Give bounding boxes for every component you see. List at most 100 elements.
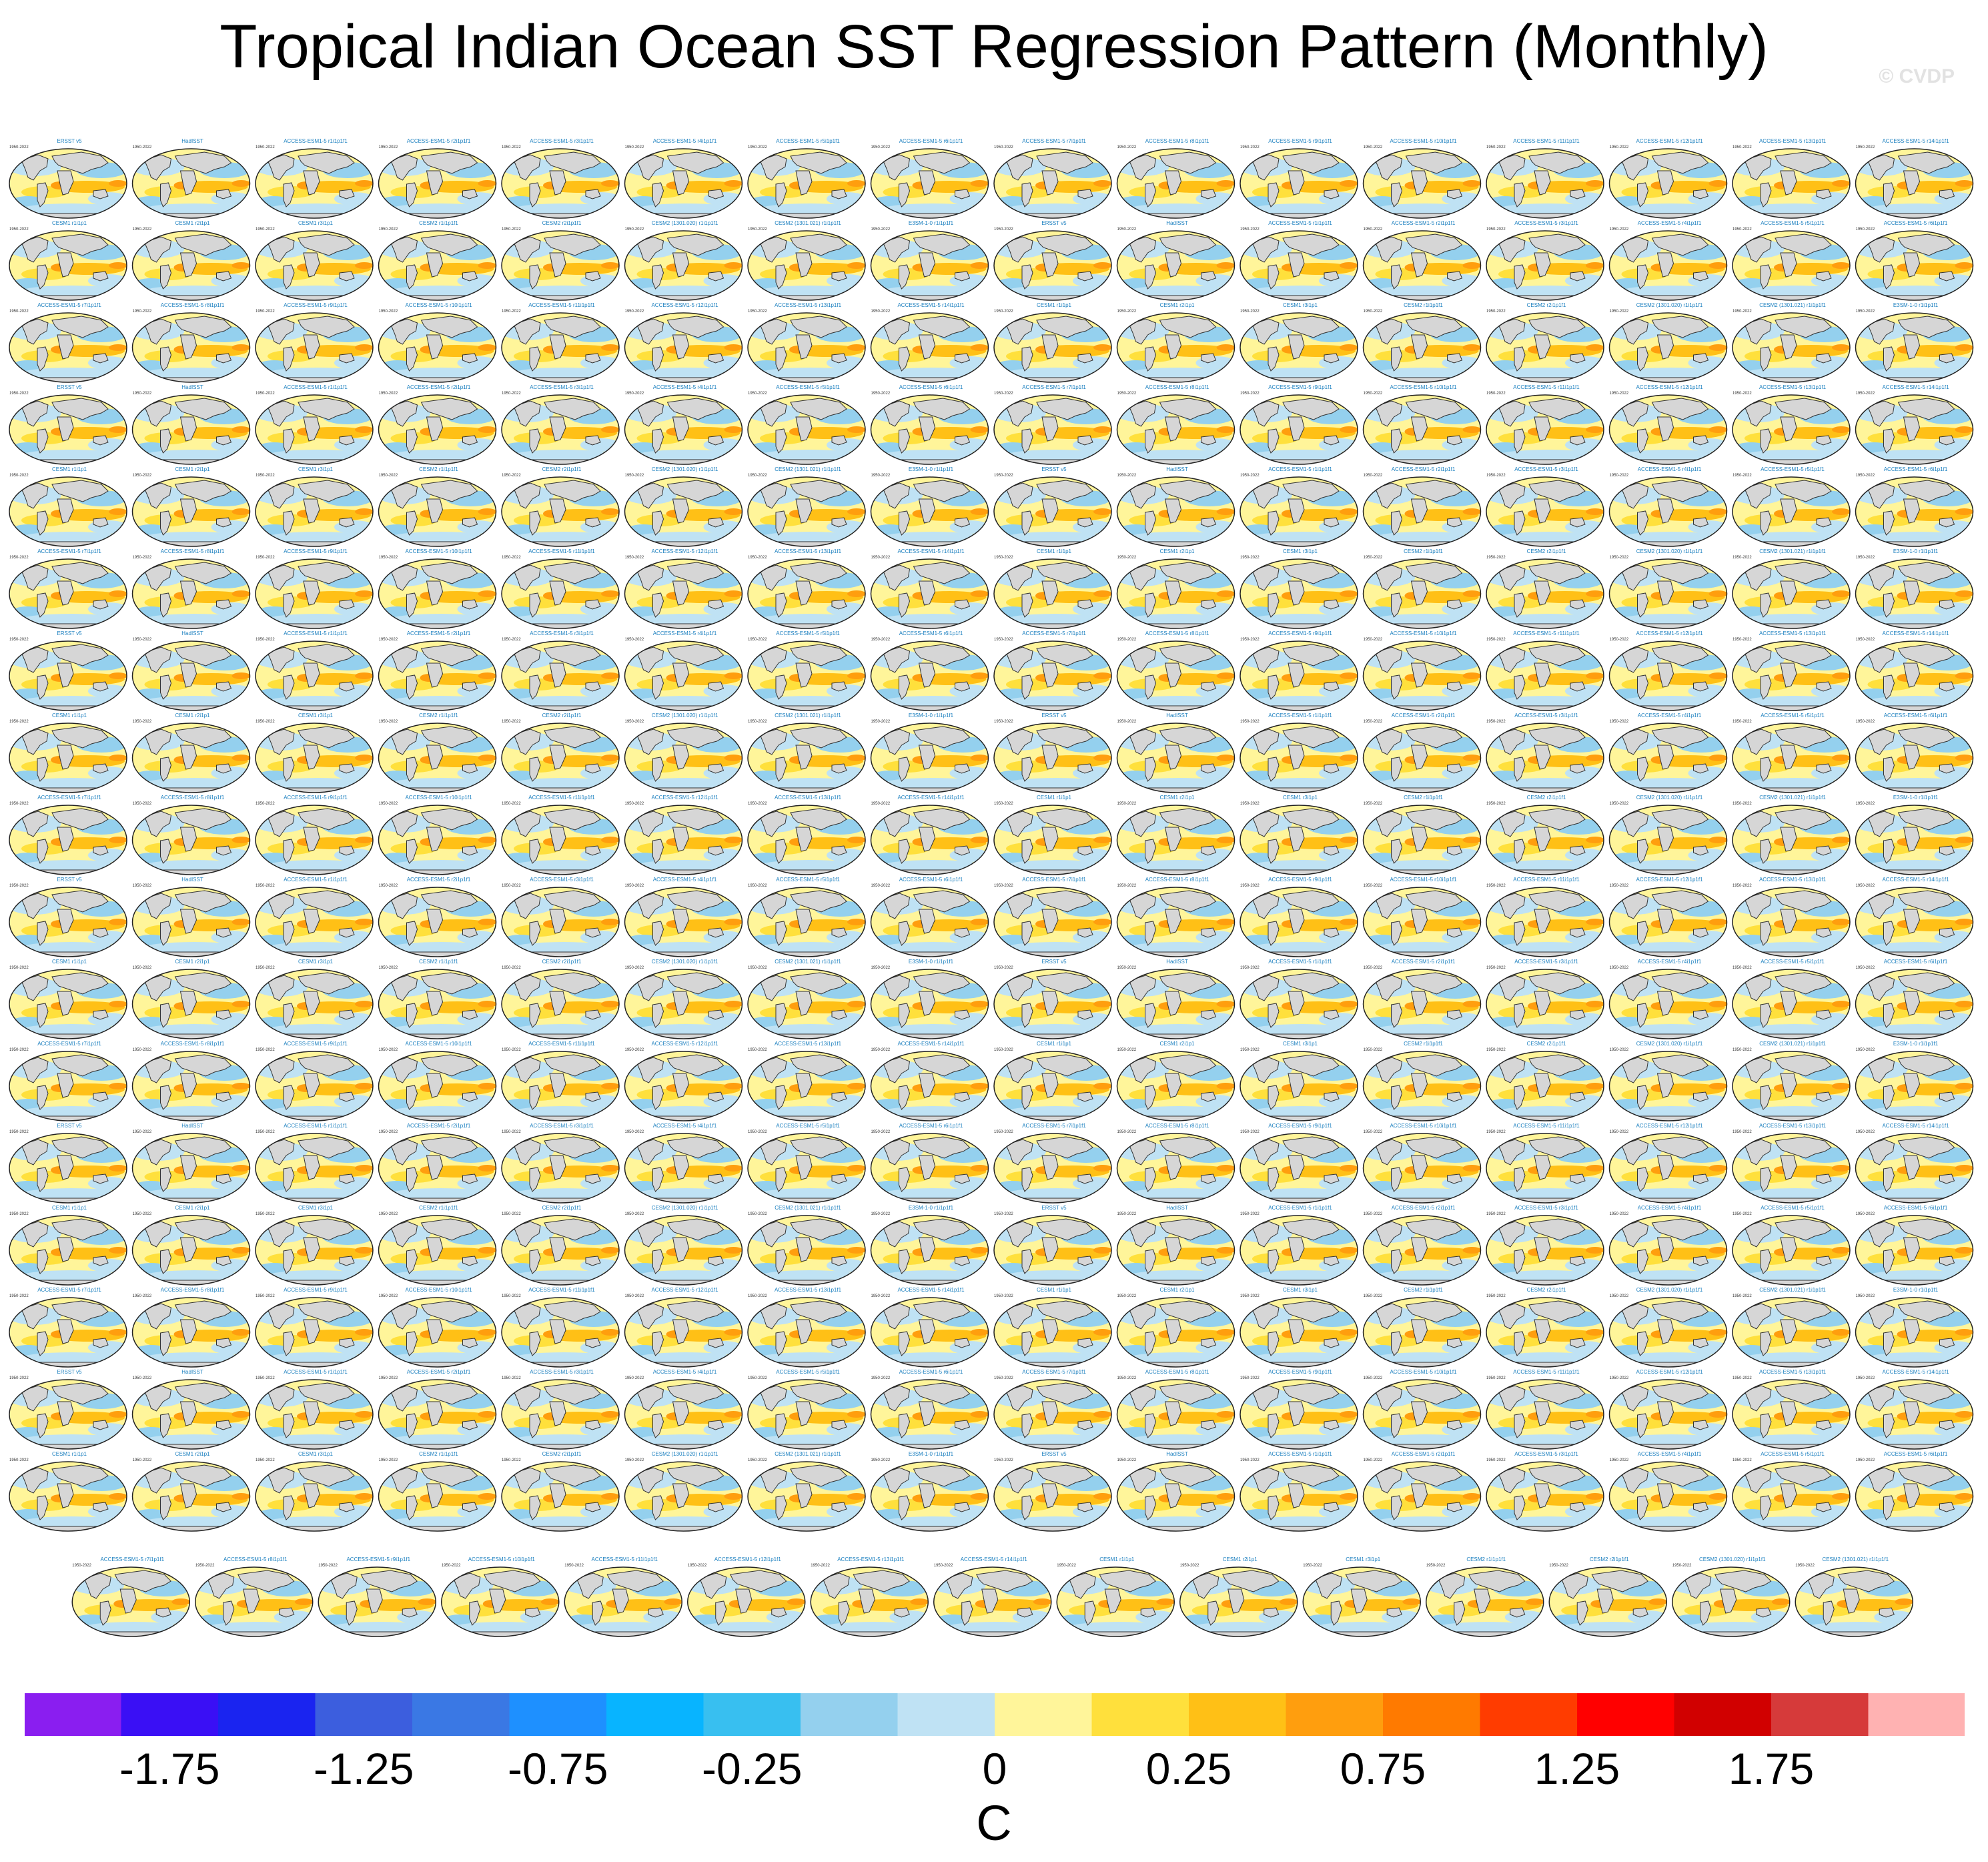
map-panel-period: 1950-2022 [1240, 1458, 1260, 1462]
map-panel-period: 1950-2022 [133, 1294, 152, 1298]
map-panel-period: 1950-2022 [748, 720, 767, 724]
map-panel-period: 1950-2022 [1364, 145, 1383, 149]
map-panel: ACCESS-ESM1-5 r13i1p1f1 1950-2022 [1731, 630, 1851, 713]
map-panel: ACCESS-ESM1-5 r11i1p1f1 1950-2022 [1485, 384, 1605, 466]
map-panel-period: 1950-2022 [748, 1048, 767, 1052]
map-panel: ERSST v5 1950-2022 [8, 138, 128, 220]
map-panel: ACCESS-ESM1-5 r1i1p1f1 1950-2022 [1239, 959, 1359, 1041]
map-panel: ACCESS-ESM1-5 r9i1p1f1 1950-2022 [1239, 1369, 1359, 1451]
map-panel: ACCESS-ESM1-5 r8i1p1f1 1950-2022 [1116, 1369, 1236, 1451]
map-panel-period: 1950-2022 [994, 884, 1013, 888]
map-panel-title: CESM2 r1i1p1f1 [419, 466, 458, 472]
map-panel-title: ACCESS-ESM1-5 r8i1p1f1 [161, 795, 225, 801]
map-panel: ACCESS-ESM1-5 r13i1p1f1 1950-2022 [1731, 877, 1851, 959]
map-panel-period: 1950-2022 [748, 1376, 767, 1380]
map-panel: ACCESS-ESM1-5 r11i1p1f1 1950-2022 [500, 302, 620, 384]
map-panel: ACCESS-ESM1-5 r2i1p1f1 1950-2022 [1362, 220, 1482, 302]
map-panel-period: 1950-2022 [9, 1294, 29, 1298]
map-panel: ACCESS-ESM1-5 r1i1p1f1 1950-2022 [254, 1369, 374, 1451]
map-panel-period: 1950-2022 [1732, 1294, 1752, 1298]
map-panel-period: 1950-2022 [871, 310, 891, 314]
map-panel-title: ACCESS-ESM1-5 r5i1p1f1 [776, 1369, 840, 1375]
map-panel: ACCESS-ESM1-5 r6i1p1f1 1950-2022 [1855, 220, 1975, 302]
map-panel-title: CESM2 (1301.020) r1i1p1f1 [1636, 548, 1703, 554]
map-panel-title: ERSST v5 [57, 630, 82, 636]
map-panel-title: ACCESS-ESM1-5 r12i1p1f1 [1636, 630, 1703, 636]
map-panel: CESM2 (1301.021) r1i1p1f1 1950-2022 [1731, 548, 1851, 630]
map-panel-period: 1950-2022 [502, 1130, 521, 1134]
map-panel-title: CESM1 r2i1p1 [175, 220, 210, 226]
map-panel-period: 1950-2022 [379, 227, 398, 231]
map-panel-period: 1950-2022 [871, 638, 891, 642]
map-panel-period: 1950-2022 [1364, 556, 1383, 560]
map-panel: ACCESS-ESM1-5 r14i1p1f1 1950-2022 [870, 1287, 990, 1369]
map-panel: ACCESS-ESM1-5 r6i1p1f1 1950-2022 [1855, 713, 1975, 795]
map-panel-period: 1950-2022 [133, 884, 152, 888]
map-panel-title: ACCESS-ESM1-5 r1i1p1f1 [1268, 220, 1332, 226]
map-panel: ACCESS-ESM1-5 r2i1p1f1 1950-2022 [1362, 1205, 1482, 1287]
map-panel-period: 1950-2022 [379, 638, 398, 642]
map-panel: E3SM-1-0 r1i1p1f1 1950-2022 [1855, 1287, 1975, 1369]
map-panel-title: ERSST v5 [57, 1123, 82, 1129]
colorbar-tick-label: 0 [982, 1744, 1007, 1793]
map-panel-title: ACCESS-ESM1-5 r11i1p1f1 [528, 302, 595, 308]
map-panel-period: 1950-2022 [379, 802, 398, 806]
map-panel-title: ACCESS-ESM1-5 r13i1p1f1 [775, 795, 842, 801]
map-panel-period: 1950-2022 [379, 474, 398, 478]
map-panel-title: E3SM-1-0 r1i1p1f1 [1893, 302, 1939, 308]
map-panel-period: 1950-2022 [748, 966, 767, 970]
map-panel-title: ACCESS-ESM1-5 r13i1p1f1 [1759, 630, 1827, 636]
map-panel-title: ACCESS-ESM1-5 r10i1p1f1 [1390, 1369, 1457, 1375]
map-panel-title: ACCESS-ESM1-5 r12i1p1f1 [651, 795, 718, 801]
map-panel-period: 1950-2022 [871, 720, 891, 724]
map-panel-title: ACCESS-ESM1-5 r11i1p1f1 [528, 548, 595, 554]
map-panel-title: ACCESS-ESM1-5 r7i1p1f1 [37, 302, 101, 308]
map-panel-title: ACCESS-ESM1-5 r6i1p1f1 [1884, 466, 1948, 472]
map-panel-period: 1950-2022 [133, 145, 152, 149]
map-panel-period: 1950-2022 [256, 474, 275, 478]
map-panel: ACCESS-ESM1-5 r13i1p1f1 1950-2022 [747, 1287, 867, 1369]
map-panel-title: ERSST v5 [57, 877, 82, 883]
map-panel: E3SM-1-0 r1i1p1f1 1950-2022 [870, 959, 990, 1041]
map-panel: ACCESS-ESM1-5 r1i1p1f1 1950-2022 [254, 138, 374, 220]
map-panel-title: ACCESS-ESM1-5 r13i1p1f1 [775, 1287, 842, 1293]
map-panel-title: ACCESS-ESM1-5 r11i1p1f1 [1513, 630, 1580, 636]
map-panel: ACCESS-ESM1-5 r9i1p1f1 1950-2022 [317, 1556, 437, 1639]
map-panel-title: ACCESS-ESM1-5 r13i1p1f1 [1759, 138, 1827, 144]
map-panel-title: ACCESS-ESM1-5 r4i1p1f1 [1638, 959, 1702, 965]
map-panel-title: CESM1 r2i1p1 [175, 1205, 210, 1211]
map-panel: ACCESS-ESM1-5 r7i1p1f1 1950-2022 [993, 1123, 1113, 1205]
map-panel: ACCESS-ESM1-5 r1i1p1f1 1950-2022 [254, 877, 374, 959]
colorbar-segment [315, 1693, 413, 1737]
map-panel-period: 1950-2022 [9, 1376, 29, 1380]
map-panel: ACCESS-ESM1-5 r9i1p1f1 1950-2022 [1239, 630, 1359, 713]
map-panel-period: 1950-2022 [1856, 802, 1875, 806]
map-panel-title: CESM1 r1i1p1 [52, 1205, 87, 1211]
map-panel-title: ACCESS-ESM1-5 r10i1p1f1 [1390, 384, 1457, 390]
map-panel: CESM1 r2i1p1 1950-2022 [131, 959, 252, 1041]
map-panel: CESM2 r2i1p1f1 1950-2022 [500, 713, 620, 795]
map-panel-period: 1950-2022 [1856, 1048, 1875, 1052]
map-panel-period: 1950-2022 [9, 1048, 29, 1052]
map-panel: ACCESS-ESM1-5 r2i1p1f1 1950-2022 [1362, 466, 1482, 548]
map-panel-period: 1950-2022 [133, 1048, 152, 1052]
map-panel-title: CESM2 (1301.021) r1i1p1f1 [1759, 548, 1826, 554]
map-panel: ACCESS-ESM1-5 r11i1p1f1 1950-2022 [1485, 877, 1605, 959]
map-panel-period: 1950-2022 [1117, 720, 1137, 724]
map-panel-title: ACCESS-ESM1-5 r1i1p1f1 [284, 1369, 348, 1375]
map-panel-title: ACCESS-ESM1-5 r2i1p1f1 [407, 877, 471, 883]
map-panel-period: 1950-2022 [1240, 310, 1260, 314]
map-panel-title: HadISST [181, 138, 203, 144]
map-panel-title: ACCESS-ESM1-5 r4i1p1f1 [653, 1123, 717, 1129]
map-panel-period: 1950-2022 [625, 145, 644, 149]
map-panel: ACCESS-ESM1-5 r14i1p1f1 1950-2022 [933, 1556, 1053, 1639]
map-panel-title: ACCESS-ESM1-5 r1i1p1f1 [1268, 959, 1332, 965]
map-panel-period: 1950-2022 [994, 310, 1013, 314]
map-panel-period: 1950-2022 [1486, 802, 1506, 806]
map-panel: CESM2 (1301.020) r1i1p1f1 1950-2022 [624, 466, 744, 548]
map-panel-period: 1950-2022 [502, 392, 521, 396]
map-panel-period: 1950-2022 [1486, 392, 1506, 396]
map-panel-period: 1950-2022 [625, 1294, 644, 1298]
map-panel-period: 1950-2022 [994, 474, 1013, 478]
map-panel: ACCESS-ESM1-5 r5i1p1f1 1950-2022 [747, 138, 867, 220]
